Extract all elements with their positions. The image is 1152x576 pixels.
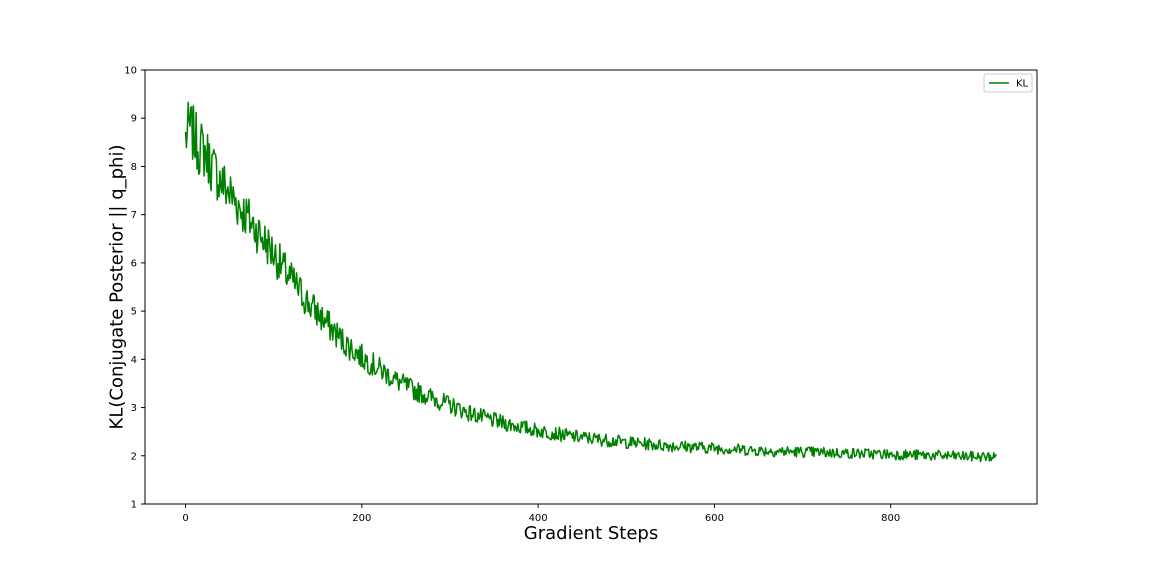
x-tick-label: 0 (182, 513, 188, 524)
y-tick-label: 3 (131, 403, 137, 414)
y-tick-label: 7 (131, 210, 137, 221)
x-tick-label: 800 (881, 513, 900, 524)
legend: KL (983, 73, 1033, 93)
y-tick-label: 2 (131, 451, 137, 462)
y-tick-label: 10 (124, 66, 137, 77)
y-axis-title: KL(Conjugate Posterior || q_phi) (106, 145, 127, 430)
x-tick-label: 200 (352, 513, 371, 524)
series-line-kl (184, 101, 998, 463)
y-tick-label: 5 (131, 307, 137, 318)
plot-frame (144, 69, 1038, 505)
y-tick-label: 8 (131, 162, 137, 173)
x-tick-label: 400 (529, 513, 548, 524)
y-tick-label: 6 (131, 258, 137, 269)
y-axis-ticks: 1 2 3 4 5 6 7 8 9 10 (124, 66, 145, 511)
y-tick-label: 9 (131, 114, 137, 125)
legend-label-kl: KL (1016, 79, 1029, 90)
x-axis-title: Gradient Steps (524, 523, 658, 544)
y-tick-label: 4 (131, 355, 137, 366)
x-axis-ticks: 0 200 400 600 800 (182, 504, 900, 524)
x-tick-label: 600 (705, 513, 724, 524)
y-tick-label: 1 (131, 500, 137, 511)
